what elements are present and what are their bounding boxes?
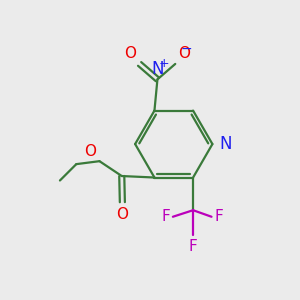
Text: N: N [219, 135, 232, 153]
Text: −: − [181, 42, 192, 56]
Text: +: + [159, 58, 169, 70]
Text: F: F [189, 239, 197, 254]
Text: O: O [85, 144, 97, 159]
Text: N: N [151, 60, 164, 78]
Text: O: O [116, 207, 128, 222]
Text: F: F [214, 209, 223, 224]
Text: O: O [178, 46, 190, 61]
Text: O: O [124, 46, 136, 61]
Text: F: F [161, 209, 170, 224]
